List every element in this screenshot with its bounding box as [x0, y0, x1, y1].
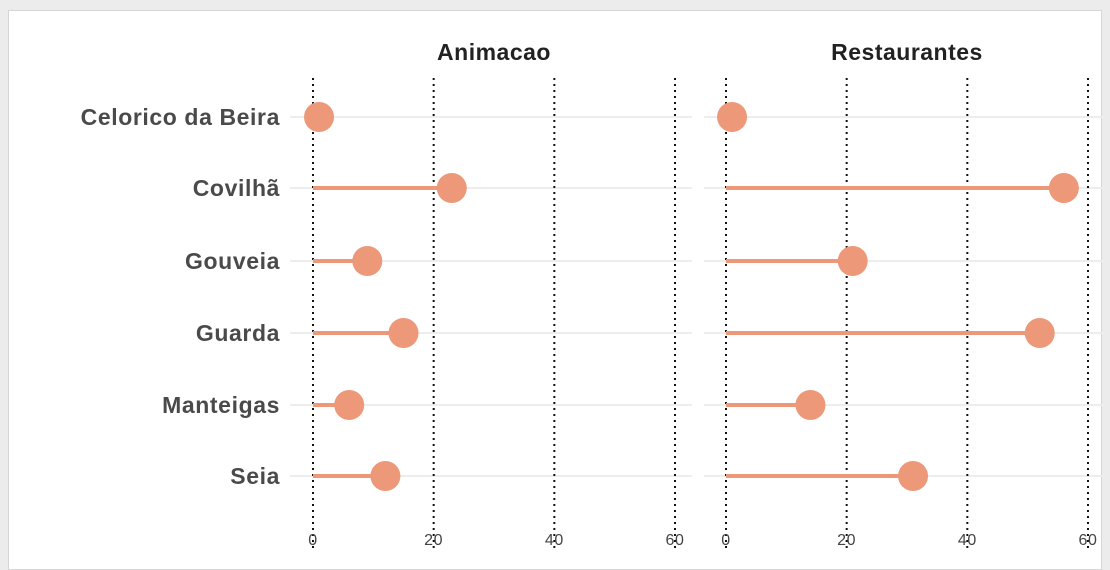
category-label: Gouveia: [185, 248, 280, 274]
lollipop-point: [388, 318, 419, 348]
lollipop-point: [370, 461, 401, 491]
lollipop-point: [352, 246, 383, 276]
lollipop-point: [898, 461, 929, 491]
x-tick-label: 20: [424, 532, 443, 549]
x-tick-label: 40: [545, 532, 564, 549]
lollipop-point: [837, 246, 868, 276]
x-tick-label: 60: [666, 532, 685, 549]
lollipop-point: [304, 102, 335, 132]
lollipop-point: [436, 173, 467, 203]
x-tick-label: 60: [1079, 532, 1098, 549]
category-label: Manteigas: [162, 392, 280, 418]
category-label: Celorico da Beira: [81, 104, 280, 130]
facet-title: Restaurantes: [831, 39, 983, 65]
lollipop-point: [334, 390, 365, 420]
category-label: Guarda: [196, 320, 280, 346]
x-tick-label: 40: [958, 532, 977, 549]
x-tick-label: 0: [308, 532, 318, 549]
x-tick-label: 20: [837, 532, 856, 549]
category-label: Seia: [230, 463, 280, 489]
lollipop-point: [1048, 173, 1079, 203]
x-tick-label: 0: [721, 532, 731, 549]
lollipop-point: [717, 102, 748, 132]
lollipop-point: [795, 390, 826, 420]
lollipop-chart: Animacao 0 20 40 60 Restaurantes 0 20 40 60 Celori…: [80, 39, 1098, 549]
facet-title: Animacao: [437, 39, 551, 65]
category-label: Covilhã: [193, 175, 280, 201]
lollipop-point: [1024, 318, 1055, 348]
